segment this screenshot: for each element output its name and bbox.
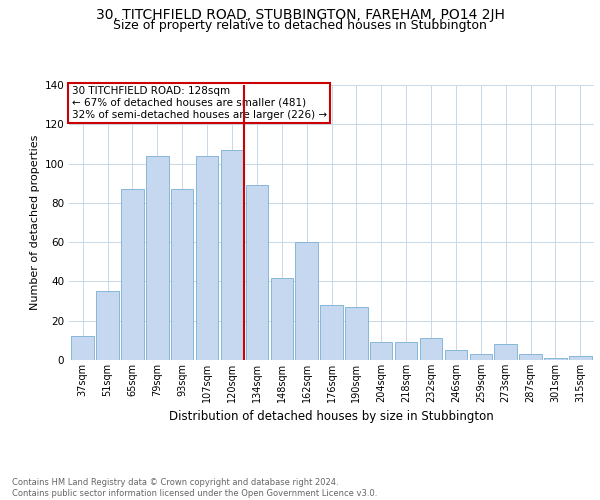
Bar [245,185,268,360]
Bar [295,242,318,360]
Bar [420,338,442,360]
Bar [221,150,243,360]
Bar [271,278,293,360]
Bar [196,156,218,360]
Bar [494,344,517,360]
Text: Size of property relative to detached houses in Stubbington: Size of property relative to detached ho… [113,19,487,32]
Bar [544,358,566,360]
Bar [320,305,343,360]
Text: Contains HM Land Registry data © Crown copyright and database right 2024.
Contai: Contains HM Land Registry data © Crown c… [12,478,377,498]
Bar [370,342,392,360]
Bar [97,291,119,360]
Bar [445,350,467,360]
Bar [71,336,94,360]
Bar [146,156,169,360]
X-axis label: Distribution of detached houses by size in Stubbington: Distribution of detached houses by size … [169,410,494,424]
Bar [569,356,592,360]
Bar [520,354,542,360]
Bar [470,354,492,360]
Bar [395,342,418,360]
Bar [171,189,193,360]
Text: 30 TITCHFIELD ROAD: 128sqm
← 67% of detached houses are smaller (481)
32% of sem: 30 TITCHFIELD ROAD: 128sqm ← 67% of deta… [71,86,327,120]
Y-axis label: Number of detached properties: Number of detached properties [30,135,40,310]
Text: 30, TITCHFIELD ROAD, STUBBINGTON, FAREHAM, PO14 2JH: 30, TITCHFIELD ROAD, STUBBINGTON, FAREHA… [95,8,505,22]
Bar [121,189,143,360]
Bar [345,307,368,360]
